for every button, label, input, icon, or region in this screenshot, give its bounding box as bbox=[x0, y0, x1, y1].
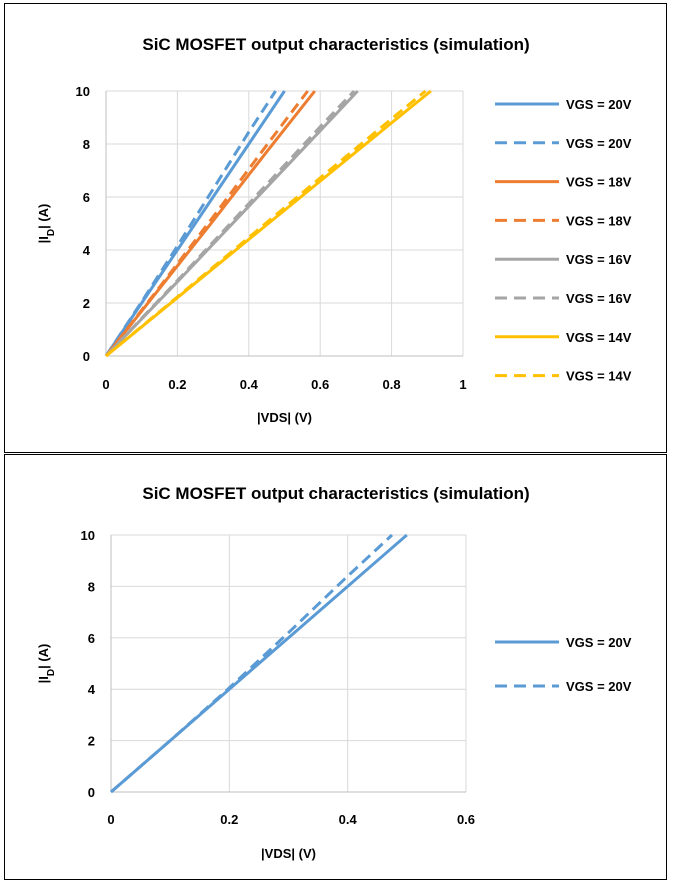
chart-0-y-tick-label: 4 bbox=[83, 243, 91, 258]
chart-1-title: SiC MOSFET output characteristics (simul… bbox=[142, 484, 529, 503]
chart-0-legend-label-4: VGS = 16V bbox=[566, 252, 632, 267]
chart-0-legend-label-7: VGS = 14V bbox=[566, 369, 632, 384]
chart-0-y-tick-label: 6 bbox=[83, 190, 90, 205]
chart-1-x-tick-label: 0.4 bbox=[339, 812, 358, 827]
chart-top: SiC MOSFET output characteristics (simul… bbox=[36, 35, 632, 425]
chart-1-x-tick-label: 0.2 bbox=[220, 812, 238, 827]
chart-1-x-tick-label: 0.6 bbox=[457, 812, 475, 827]
chart-0-legend-label-3: VGS = 18V bbox=[566, 213, 632, 228]
chart-1-y-tick-label: 2 bbox=[88, 734, 95, 749]
chart-0-y-axis-label: |ID| (A) bbox=[36, 204, 57, 244]
chart-bottom: SiC MOSFET output characteristics (simul… bbox=[36, 484, 632, 861]
chart-1-x-tick-label: 0 bbox=[107, 812, 114, 827]
chart-0-x-tick-label: 0.8 bbox=[383, 377, 401, 392]
chart-1-series-line-0 bbox=[110, 533, 408, 794]
chart-1-x-axis-label: |VDS| (V) bbox=[261, 846, 316, 861]
chart-0-x-axis-label: |VDS| (V) bbox=[257, 410, 312, 425]
chart-0-x-tick-label: 1 bbox=[459, 377, 466, 392]
chart-1-y-tick-label: 4 bbox=[88, 682, 96, 697]
chart-0-series-line-5 bbox=[104, 89, 356, 358]
chart-0-x-tick-label: 0 bbox=[102, 377, 109, 392]
chart-0-title: SiC MOSFET output characteristics (simul… bbox=[142, 35, 529, 54]
chart-0-legend-label-2: VGS = 18V bbox=[566, 175, 632, 190]
chart-0-series-line-3 bbox=[104, 90, 309, 357]
chart-0-series-line-0 bbox=[104, 90, 286, 357]
chart-1-series-line-1 bbox=[110, 533, 394, 794]
chart-1-legend-label-0: VGS = 20V bbox=[566, 635, 632, 650]
chart-1-y-tick-label: 0 bbox=[88, 785, 95, 800]
chart-0-y-tick-label: 8 bbox=[83, 137, 90, 152]
chart-1-y-tick-label: 10 bbox=[81, 528, 95, 543]
chart-0-x-tick-label: 0.2 bbox=[168, 377, 186, 392]
chart-0-series-line-6 bbox=[105, 89, 432, 358]
chart-1-y-tick-label: 6 bbox=[88, 631, 95, 646]
chart-0-y-tick-label: 10 bbox=[76, 84, 90, 99]
chart-0-series-line-1 bbox=[104, 90, 277, 357]
chart-0-series-line-2 bbox=[104, 90, 316, 357]
chart-0-series-line-7 bbox=[105, 89, 427, 358]
chart-0-legend-label-1: VGS = 20V bbox=[566, 136, 632, 151]
chart-0-y-tick-label: 2 bbox=[83, 296, 90, 311]
chart-0-x-tick-label: 0.6 bbox=[311, 377, 329, 392]
chart-0-legend-label-6: VGS = 14V bbox=[566, 330, 632, 345]
chart-0-legend-label-0: VGS = 20V bbox=[566, 97, 632, 112]
chart-0-legend-label-5: VGS = 16V bbox=[566, 291, 632, 306]
chart-0-x-tick-label: 0.4 bbox=[240, 377, 259, 392]
chart-panel-bottom: SiC MOSFET output characteristics (simul… bbox=[4, 454, 667, 880]
chart-0-y-tick-label: 0 bbox=[83, 349, 90, 364]
chart-1-legend-label-1: VGS = 20V bbox=[566, 679, 632, 694]
chart-1-y-axis-label: |ID| (A) bbox=[36, 644, 57, 684]
chart-panel-top: SiC MOSFET output characteristics (simul… bbox=[4, 3, 667, 453]
chart-1-y-tick-label: 8 bbox=[88, 579, 95, 594]
